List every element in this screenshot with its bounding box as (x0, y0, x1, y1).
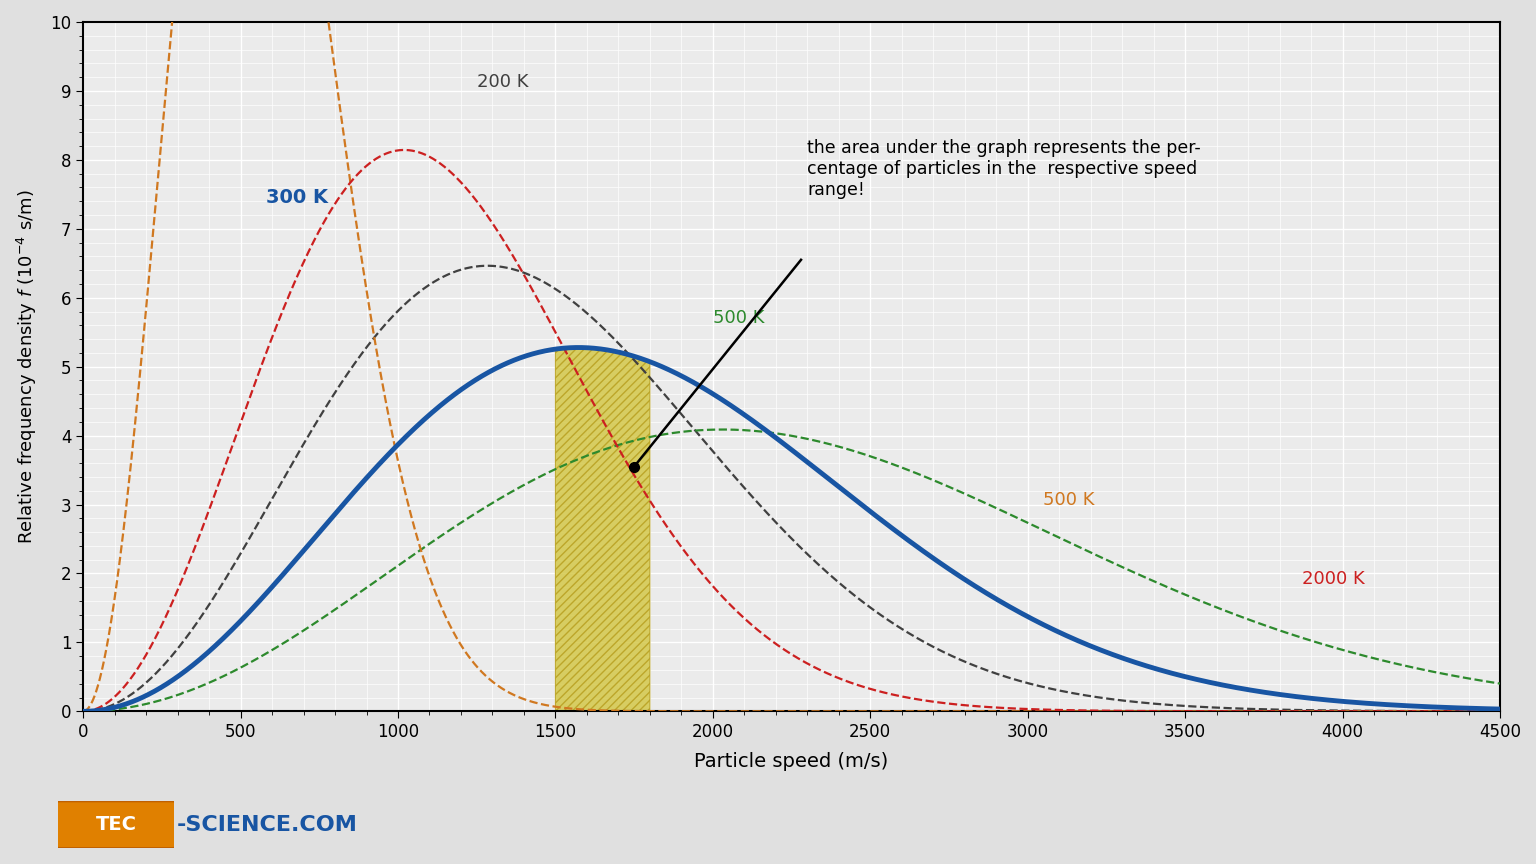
Text: -SCIENCE.COM: -SCIENCE.COM (177, 816, 358, 835)
Text: 500 K: 500 K (713, 309, 765, 327)
Text: the area under the graph represents the per-
centage of particles in the  respec: the area under the graph represents the … (808, 139, 1201, 199)
FancyBboxPatch shape (55, 801, 177, 848)
Text: 500 K: 500 K (1043, 491, 1095, 509)
Text: TEC: TEC (95, 816, 137, 834)
Text: 2000 K: 2000 K (1301, 569, 1364, 588)
Text: 300 K: 300 K (266, 187, 327, 206)
X-axis label: Particle speed (m/s): Particle speed (m/s) (694, 753, 889, 772)
Y-axis label: Relative frequency density $f$ (10$^{-4}$ s/m): Relative frequency density $f$ (10$^{-4}… (15, 189, 38, 544)
Text: 200 K: 200 K (476, 73, 528, 92)
